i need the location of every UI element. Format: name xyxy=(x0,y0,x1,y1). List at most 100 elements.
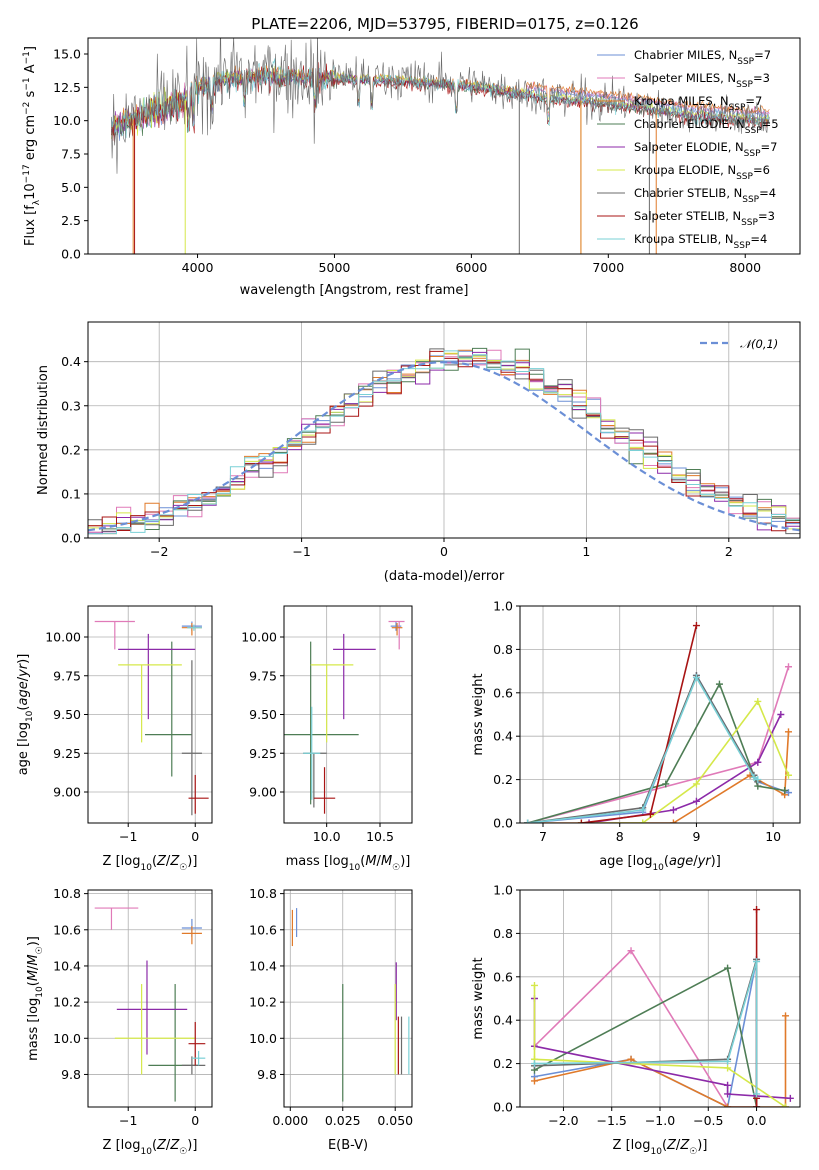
weight-marker xyxy=(784,663,792,671)
weight-marker xyxy=(750,773,758,781)
y-tick-label: 9.25 xyxy=(249,746,277,761)
x-tick-label: 7000 xyxy=(592,260,624,275)
y-tick-label: 0.4 xyxy=(61,354,81,369)
x-tick-label: 6000 xyxy=(455,260,487,275)
y-tick-label: 15.0 xyxy=(53,47,81,62)
legend-entry: 𝒩(0,1) xyxy=(740,337,778,351)
weight-marker xyxy=(724,1090,732,1098)
legend-entry: Salpeter ELODIE, NSSP=7 xyxy=(634,140,777,159)
weight-marker xyxy=(781,786,789,794)
weight-marker xyxy=(646,810,654,818)
axes-frame xyxy=(87,321,801,539)
x-axis-label: Z [log10(Z/Z☉)] xyxy=(103,1138,198,1157)
x-tick-label: −1.5 xyxy=(597,1113,627,1128)
weight-marker xyxy=(786,1094,794,1102)
y-tick-label: 0.2 xyxy=(493,1056,513,1071)
weight-series-salpeter-stelib xyxy=(577,622,700,823)
y-tick-label: 2.5 xyxy=(61,213,81,228)
y-tick-label: 10.2 xyxy=(249,995,277,1010)
x-tick-label: 0.000 xyxy=(272,1113,308,1128)
y-tick-label: 0.0 xyxy=(61,247,81,262)
legend-entry: Chabrier ELODIE, NSSP=5 xyxy=(634,117,779,136)
y-tick-label: 9.8 xyxy=(257,1067,277,1082)
weight-line xyxy=(527,673,789,823)
weight-marker xyxy=(692,797,700,805)
panel-age-vs-mass: 10.0 10.5 9.00 9.25 9.50 9.75 10.00 mass [log10… xyxy=(241,605,413,873)
y-tick-label: 0.4 xyxy=(493,1013,513,1028)
x-tick-label: −2.0 xyxy=(548,1113,578,1128)
errorbar-salpeter-elodie xyxy=(116,960,188,1055)
spectrum-line-chabrier-stelib xyxy=(111,38,770,174)
y-axis-label: age [log10(age/yr)] xyxy=(16,654,35,776)
y-tick-label: 0.2 xyxy=(61,442,81,457)
y-tick-label: 9.00 xyxy=(53,785,81,800)
y-axis-label: mass weight xyxy=(471,673,486,755)
legend: Chabrier MILES, NSSP=7 Salpeter MILES, NS… xyxy=(597,48,779,251)
x-axis-label: (data-model)/error xyxy=(384,569,505,584)
plot-area xyxy=(520,606,800,823)
weight-line xyxy=(534,961,758,1094)
y-tick-label: 0.4 xyxy=(493,729,513,744)
weight-marker xyxy=(530,1077,538,1085)
x-tick-label: 8000 xyxy=(729,260,761,275)
axes-frame xyxy=(87,605,213,824)
weight-series-chabrier-elodie xyxy=(530,964,761,1107)
weight-marker xyxy=(524,819,532,823)
panel-spectrum: 4000 5000 6000 7000 8000 0.0 2.5 5.0 7.5 10.0 12.5… xyxy=(22,37,801,298)
weight-series-salpeter-miles xyxy=(530,947,761,1107)
weight-marker xyxy=(724,964,732,972)
legend-entry: Chabrier MILES, NSSP=7 xyxy=(634,48,771,67)
weight-marker xyxy=(577,819,585,823)
y-tick-label: 10.2 xyxy=(53,995,81,1010)
y-axis-label: Normed distribution xyxy=(36,365,51,495)
y-tick-label: 10.6 xyxy=(53,922,81,937)
weight-marker xyxy=(753,958,761,966)
weight-marker xyxy=(639,806,647,814)
x-axis-label: Z [log10(Z/Z☉)] xyxy=(613,1138,708,1157)
histogram-step-kroupa-stelib xyxy=(88,350,800,535)
errorbar-chabrier-stelib xyxy=(181,1056,206,1075)
weight-marker xyxy=(715,680,723,688)
x-axis-label: age [log10(age/yr)] xyxy=(599,854,721,873)
axes-frame xyxy=(283,889,413,1108)
weight-marker xyxy=(692,674,700,682)
x-axis-label: E(B-V) xyxy=(328,1138,368,1153)
panels: 4000 5000 6000 7000 80000.02.55.07.510.012.5… xyxy=(16,37,801,1157)
y-tick-label: 0.8 xyxy=(493,926,513,941)
plot-area xyxy=(88,890,212,1107)
y-tick-label: 9.8 xyxy=(61,1067,81,1082)
x-tick-label: 10 xyxy=(765,829,781,844)
x-tick-label: 0 xyxy=(191,1113,199,1128)
panel-weight-vs-Z: −2.0 −1.5 −1.0 −0.5 0.0 0.0 0.2 0.4 0.6 0.8 1.0 Z [… xyxy=(471,883,801,1157)
x-tick-label: 4000 xyxy=(182,260,214,275)
errorbar-chabrier-elodie xyxy=(148,984,199,1102)
weight-marker xyxy=(692,780,700,788)
y-tick-label: 1.0 xyxy=(493,599,513,614)
errorbar-kroupa-elodie xyxy=(114,984,196,1075)
panel-age-vs-Z: −1 0 9.00 9.25 9.50 9.75 10.00 Z [log10(Z/Z☉)] a… xyxy=(16,605,213,873)
x-tick-label: −1.0 xyxy=(645,1113,675,1128)
y-tick-label: 12.5 xyxy=(53,80,81,95)
y-tick-label: 0.0 xyxy=(493,1100,513,1115)
errorbar-kroupa-elodie xyxy=(118,664,182,743)
y-tick-label: 1.0 xyxy=(493,883,513,898)
x-axis-label: Z [log10(Z/Z☉)] xyxy=(103,854,198,873)
y-tick-label: 10.6 xyxy=(249,922,277,937)
y-tick-label: 0.3 xyxy=(61,398,81,413)
plot-area xyxy=(88,322,800,538)
legend-entry: Salpeter STELIB, NSSP=3 xyxy=(634,209,775,228)
weight-marker xyxy=(662,780,670,788)
x-tick-label: 1 xyxy=(582,544,590,559)
plot-area xyxy=(88,606,212,823)
y-axis-label: mass [log10(M/M☉)] xyxy=(26,936,45,1061)
x-tick-label: 0.025 xyxy=(325,1113,361,1128)
y-tick-label: 0.0 xyxy=(61,531,81,546)
errorbar-chabrier-elodie xyxy=(284,641,359,805)
y-axis-label: mass weight xyxy=(471,957,486,1039)
x-tick-label: 0.050 xyxy=(377,1113,413,1128)
axes-frame xyxy=(283,605,413,824)
y-tick-label: 10.00 xyxy=(241,630,277,645)
y-tick-label: 9.50 xyxy=(53,707,81,722)
x-tick-label: −1 xyxy=(292,544,310,559)
